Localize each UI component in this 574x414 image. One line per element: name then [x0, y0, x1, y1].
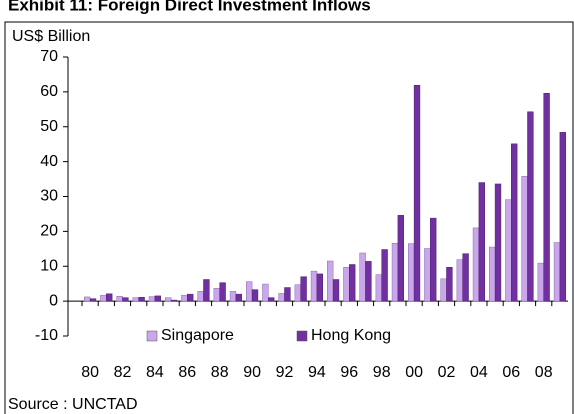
bar [332, 279, 340, 302]
y-axis-label: US$ Billion [12, 28, 90, 45]
bar [235, 293, 242, 302]
bar [122, 297, 129, 302]
bar [100, 294, 107, 302]
bar [116, 295, 123, 302]
bar [219, 282, 226, 302]
bar [197, 291, 204, 302]
bar [316, 273, 323, 302]
y-tick-label: 40 [40, 153, 58, 170]
bar [278, 293, 285, 302]
frame [4, 21, 574, 414]
bar [537, 262, 544, 302]
bar [310, 270, 318, 302]
bar [489, 246, 496, 302]
bar [478, 182, 485, 302]
bar [424, 248, 431, 302]
bar [251, 289, 259, 302]
bar [430, 217, 437, 302]
bar [246, 281, 253, 302]
bar [543, 93, 550, 302]
bar [170, 299, 178, 302]
bar [349, 264, 356, 302]
bar [327, 260, 334, 302]
legend-swatch [146, 330, 158, 342]
bar [213, 287, 220, 302]
bar [148, 296, 156, 302]
bar [397, 215, 404, 302]
bar [446, 267, 453, 302]
bar [154, 295, 161, 302]
bar [89, 298, 97, 302]
bar [262, 283, 269, 302]
bar [294, 284, 301, 302]
bar [106, 293, 113, 302]
x-tick-label: 02 [438, 364, 456, 381]
bar [391, 242, 399, 302]
bar [165, 297, 172, 302]
bar [381, 249, 388, 302]
y-tick-label: 70 [40, 48, 58, 65]
y-tick-label: 20 [40, 223, 58, 240]
x-tick-label: 00 [405, 364, 423, 381]
bar [284, 287, 291, 302]
x-tick-label: 80 [81, 364, 99, 381]
bar [375, 274, 382, 302]
x-tick-label: 04 [470, 364, 488, 381]
bar [187, 293, 194, 302]
bar [84, 296, 91, 302]
x-tick-label: 88 [211, 364, 229, 381]
bar [559, 132, 566, 302]
bar [521, 176, 528, 302]
x-tick-label: 86 [178, 364, 196, 381]
bar [268, 297, 275, 302]
bar [300, 276, 307, 302]
bar [343, 267, 350, 302]
bar [359, 252, 366, 302]
y-tick-label: -10 [35, 327, 58, 344]
bar [462, 253, 469, 302]
x-tick-label: 94 [308, 364, 326, 381]
bar [494, 183, 502, 302]
bar [505, 199, 512, 302]
y-tick-label: 50 [40, 118, 58, 135]
x-tick-label: 96 [340, 364, 358, 381]
y-tick-label: 30 [40, 188, 58, 205]
legend-label: Hong Kong [311, 327, 391, 344]
x-tick-label: 82 [114, 364, 132, 381]
bar [456, 259, 463, 302]
bar [138, 297, 145, 302]
y-tick-label: 10 [40, 257, 58, 274]
bar [511, 143, 518, 302]
bar [527, 111, 534, 302]
x-tick-label: 90 [243, 364, 261, 381]
y-tick-label: 60 [40, 83, 58, 100]
bar [181, 294, 188, 302]
bar [408, 243, 415, 302]
x-tick-label: 06 [502, 364, 520, 381]
source: Source : UNCTAD [8, 396, 138, 413]
chart-title: Exhibit 11: Foreign Direct Investment In… [8, 0, 371, 14]
legend-swatch [296, 330, 308, 342]
x-tick-label: 84 [146, 364, 164, 381]
bar [365, 261, 372, 302]
legend-label: Singapore [161, 327, 234, 344]
bar [553, 242, 561, 302]
bar [440, 278, 447, 302]
x-tick-label: 92 [276, 364, 294, 381]
bar [472, 227, 480, 302]
bar [132, 297, 139, 302]
y-tick-label: 0 [49, 292, 58, 309]
bar [413, 84, 421, 302]
bar [203, 279, 210, 302]
x-tick-label: 08 [535, 364, 553, 381]
x-tick-label: 98 [373, 364, 391, 381]
bar [229, 291, 237, 302]
